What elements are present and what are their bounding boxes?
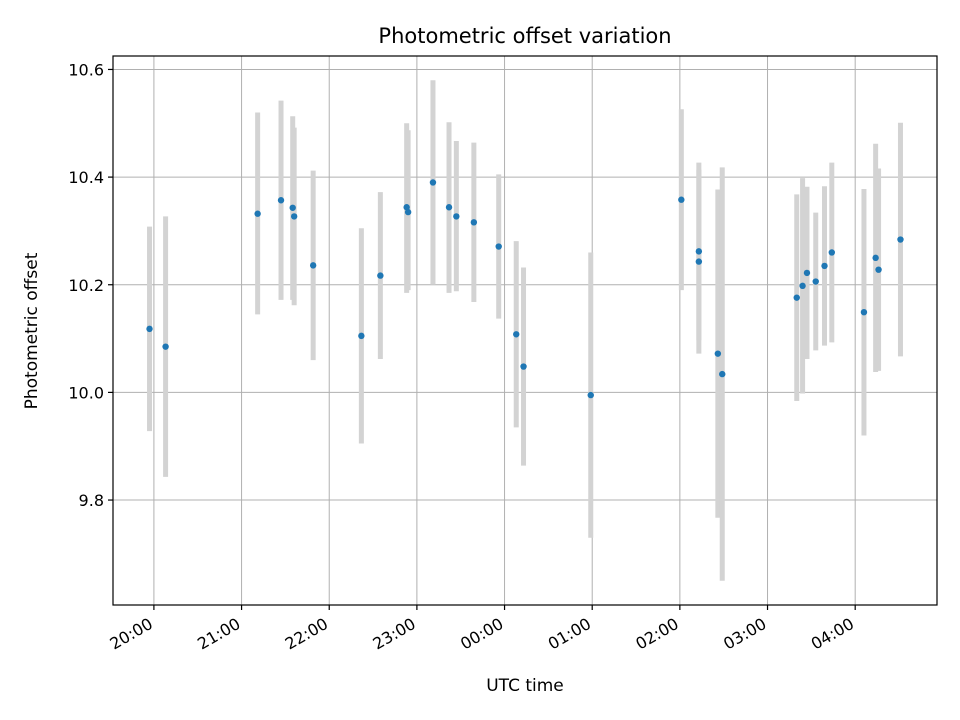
x-tick-label: 01:00	[545, 614, 594, 654]
y-tick-label: 10.4	[68, 168, 104, 187]
data-point	[520, 363, 527, 370]
x-tick-label: 20:00	[106, 614, 155, 654]
data-point	[719, 370, 726, 378]
y-axis-ticks: 9.8 10.0 10.2 10.4 10.6	[68, 60, 113, 510]
x-tick-label: 00:00	[457, 614, 506, 654]
data-point	[812, 278, 819, 285]
data-point	[695, 258, 703, 265]
x-tick-label: 03:00	[720, 614, 769, 654]
y-tick-label: 10.0	[68, 383, 104, 402]
x-axis-label: UTC time	[486, 676, 564, 696]
chart-title: Photometric offset variation	[378, 24, 671, 48]
data-point	[445, 204, 453, 211]
data-point	[277, 197, 285, 204]
data-point	[162, 343, 169, 350]
data-point	[377, 272, 384, 279]
data-point	[872, 254, 879, 262]
data-point	[828, 249, 836, 256]
data-point	[875, 266, 882, 273]
data-point	[897, 236, 904, 243]
plot-area-frame	[112, 55, 938, 606]
x-axis-ticks: 20:00 21:00 22:00 23:00 00:00 01:00 02:00 03:00…	[106, 605, 857, 654]
data-point	[714, 350, 722, 357]
data-point	[678, 196, 685, 203]
data-point	[453, 213, 460, 220]
data-point	[495, 243, 502, 250]
data-point	[429, 179, 437, 186]
data-point	[309, 262, 317, 269]
y-tick-label: 10.6	[68, 60, 104, 79]
data-point	[793, 294, 800, 301]
error-bars	[147, 80, 903, 581]
data-point	[403, 204, 410, 211]
data-point	[860, 309, 868, 316]
x-tick-label: 21:00	[194, 614, 243, 654]
data-point	[146, 325, 153, 333]
x-tick-label: 23:00	[369, 614, 418, 654]
data-point	[404, 208, 412, 216]
x-tick-label: 04:00	[808, 614, 857, 654]
data-point	[358, 332, 365, 340]
data-points	[146, 179, 904, 399]
y-tick-label: 9.8	[79, 491, 104, 510]
y-tick-label: 10.2	[68, 276, 104, 295]
x-tick-label: 02:00	[632, 614, 681, 654]
data-point	[289, 204, 296, 211]
data-point	[821, 262, 828, 270]
data-point	[803, 269, 811, 277]
data-point	[513, 331, 520, 338]
data-point	[799, 282, 806, 290]
data-point	[587, 391, 594, 399]
y-axis-label: Photometric offset	[22, 252, 42, 409]
data-point	[695, 248, 703, 255]
data-point	[254, 210, 261, 217]
data-point	[290, 213, 298, 220]
data-point	[470, 219, 478, 226]
x-tick-label: 22:00	[282, 614, 331, 654]
